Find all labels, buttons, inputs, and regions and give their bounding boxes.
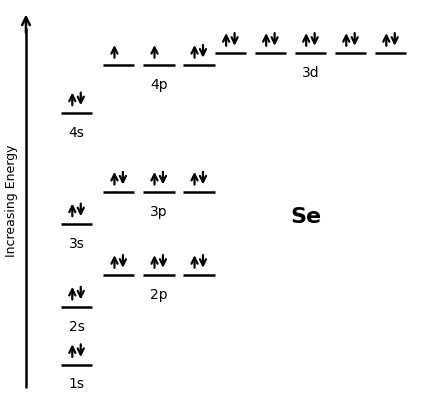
Text: 3p: 3p [150,205,167,219]
Text: Increasing Energy: Increasing Energy [5,144,17,257]
Text: 3s: 3s [69,236,84,250]
Text: 4s: 4s [69,126,84,139]
Text: 4p: 4p [150,78,167,92]
Text: 1s: 1s [68,377,84,391]
Text: 2p: 2p [150,288,167,302]
Text: 2s: 2s [69,319,84,333]
Text: 3d: 3d [301,66,319,80]
Text: Se: Se [290,207,321,226]
